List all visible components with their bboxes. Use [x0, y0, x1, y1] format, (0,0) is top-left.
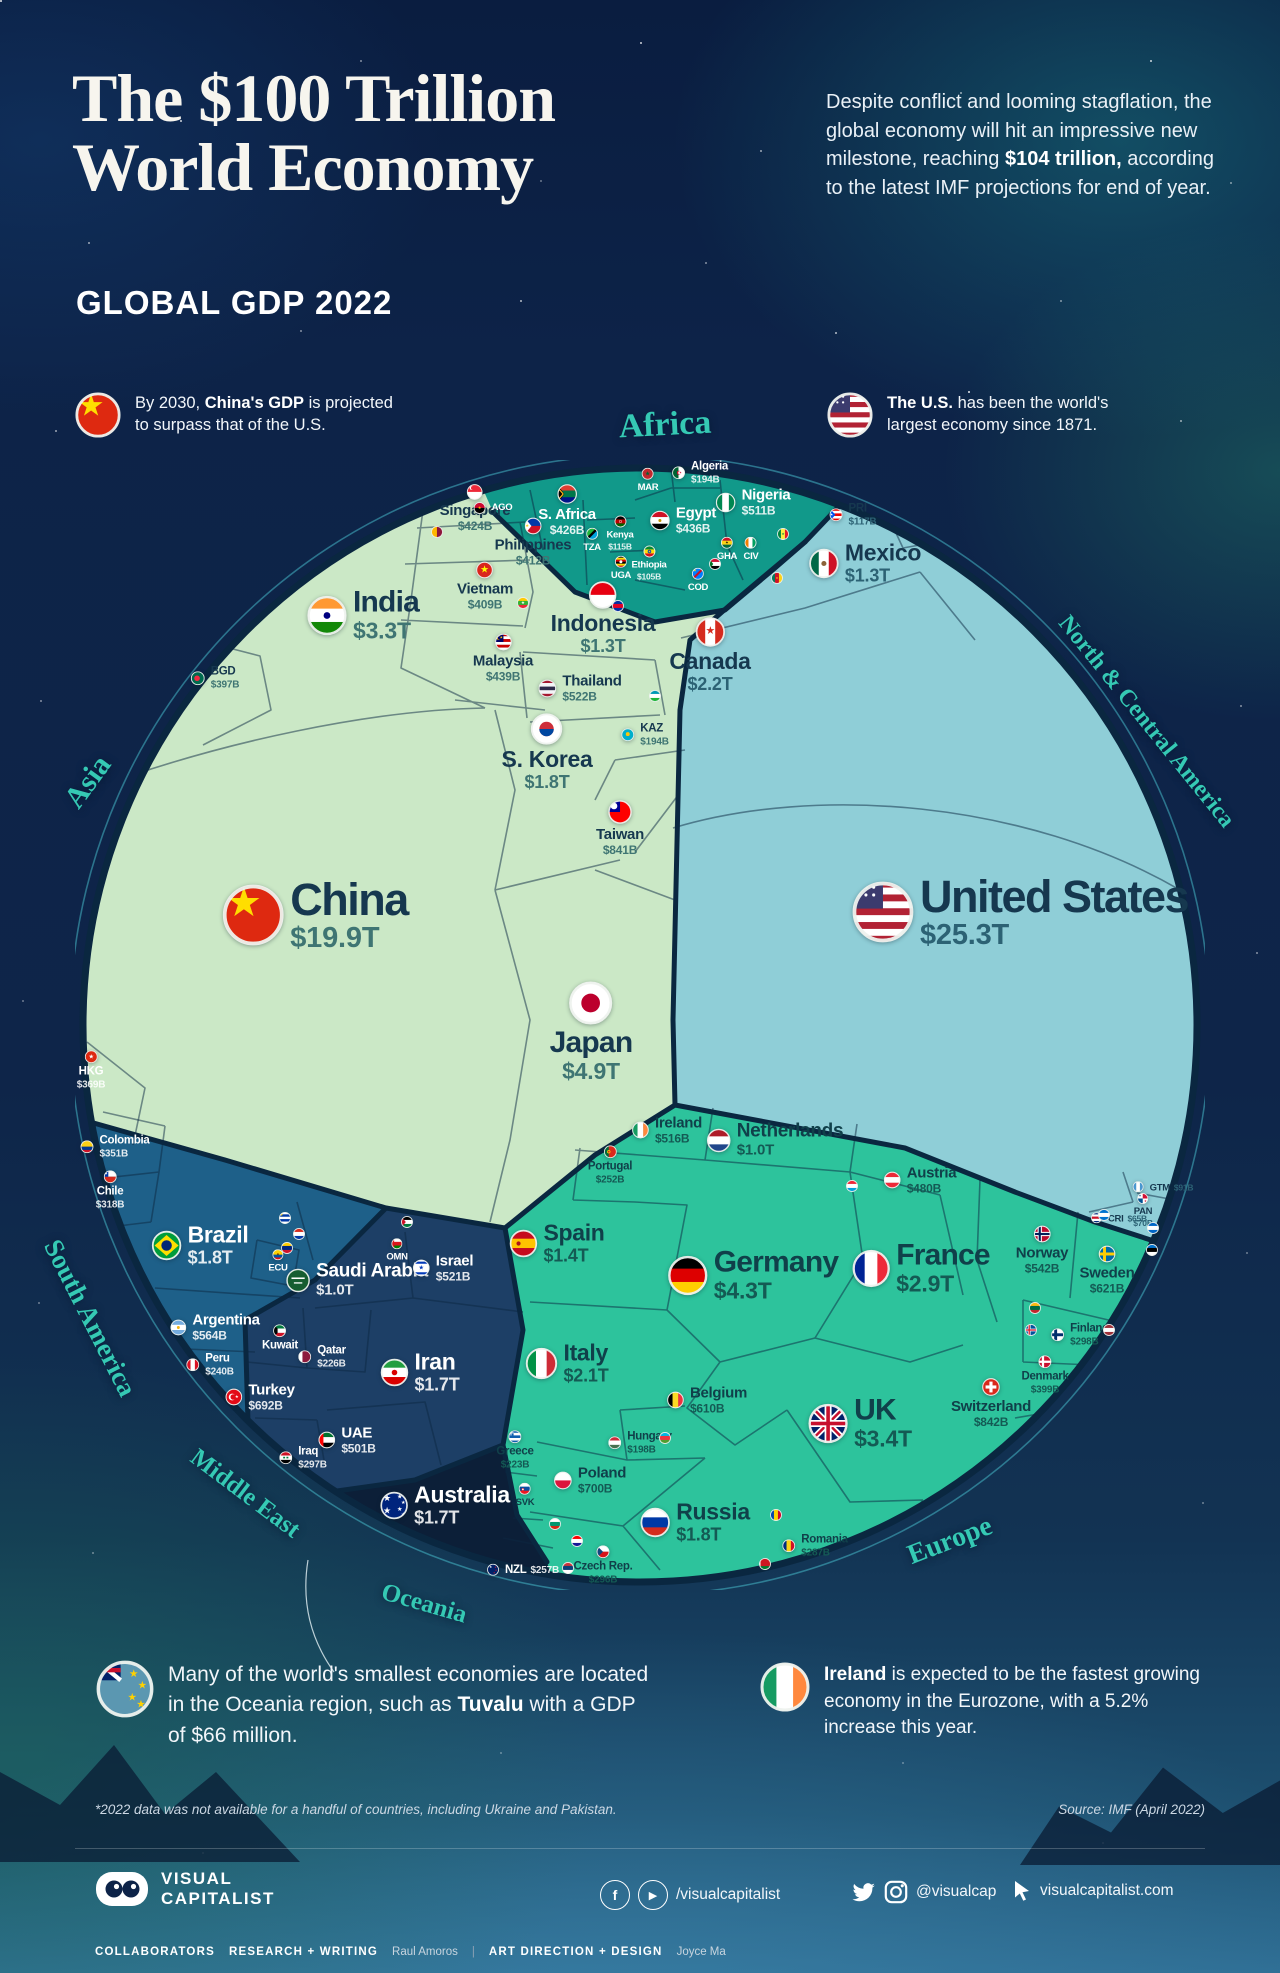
- region-oceania: [195, 1445, 595, 1582]
- social-handle-twitter[interactable]: @visualcap: [916, 1883, 997, 1900]
- ireland-flag-icon: [760, 1662, 810, 1712]
- china-flag-icon: ★: [75, 392, 121, 438]
- facebook-icon[interactable]: f: [600, 1880, 630, 1910]
- website-url[interactable]: visualcapitalist.com: [1040, 1882, 1174, 1899]
- svg-text:★: ★: [128, 1691, 137, 1703]
- youtube-play-icon[interactable]: ▶: [638, 1880, 668, 1910]
- intro-text: Despite conflict and looming stagflation…: [826, 91, 1214, 199]
- page-subtitle: GLOBAL GDP 2022: [76, 284, 393, 321]
- footer-divider: [75, 1848, 1205, 1849]
- social-group-facebook-youtube: f ▶ /visualcapitalist: [600, 1880, 780, 1910]
- tuvalu-flag-icon: ★★★★: [96, 1660, 154, 1718]
- cursor-icon: [1015, 1881, 1029, 1901]
- collaborators-label: COLLABORATORS: [95, 1946, 215, 1958]
- social-handle-main[interactable]: /visualcapitalist: [676, 1886, 781, 1903]
- china-flag-icon: ★: [75, 392, 121, 443]
- circle-rim: [79, 464, 1201, 1586]
- art-name: Joyce Ma: [676, 1946, 726, 1958]
- source-credit: Source: IMF (April 2022): [1058, 1802, 1205, 1817]
- callout-china: ★ By 2030, China's GDP is projected to s…: [75, 392, 405, 443]
- us-flag-icon: [827, 392, 873, 443]
- tuvalu-flag-icon: ★★★★: [96, 1660, 154, 1723]
- social-group-website: visualcapitalist.com: [1012, 1880, 1174, 1902]
- ireland-flag-icon: [760, 1662, 810, 1717]
- region-borders: [87, 497, 1160, 1565]
- research-name: Raul Amoros: [392, 1946, 458, 1958]
- art-label: ART DIRECTION + DESIGN: [488, 1946, 663, 1958]
- separator: |: [471, 1946, 475, 1958]
- collaborators-row: COLLABORATORS RESEARCH + WRITING Raul Am…: [95, 1946, 726, 1958]
- gdp-treemap: [75, 460, 1205, 1590]
- region-na: [673, 468, 1197, 1290]
- region-label-africa: Africa: [617, 403, 713, 446]
- footnote: *2022 data was not available for a handf…: [95, 1802, 617, 1817]
- logo-text-line2: CAPITALIST: [161, 1889, 275, 1908]
- instagram-icon[interactable]: [884, 1880, 908, 1904]
- svg-text:★: ★: [136, 1699, 145, 1711]
- callout-tuvalu: ★ ★ ★ ★ Many of the world's smallest econom…: [96, 1660, 656, 1751]
- logo-text-line1: VISUAL: [161, 1869, 233, 1889]
- social-group-twitter-instagram: @visualcap: [852, 1880, 996, 1904]
- svg-text:★: ★: [129, 1668, 138, 1680]
- logo-mark-icon: [96, 1872, 148, 1906]
- visual-capitalist-logo: VISUAL CAPITALIST: [95, 1868, 275, 1910]
- research-label: RESEARCH + WRITING: [228, 1946, 379, 1958]
- callout-ireland: Ireland is expected to be the fastest gr…: [760, 1662, 1210, 1742]
- twitter-icon[interactable]: [852, 1880, 876, 1904]
- callout-us: The U.S. has been the world's largest ec…: [827, 392, 1157, 443]
- svg-text:★: ★: [138, 1680, 147, 1692]
- page-title: The $100 Trillion World Economy: [72, 60, 556, 206]
- us-flag-icon: [827, 392, 873, 438]
- svg-text:★: ★: [78, 392, 105, 424]
